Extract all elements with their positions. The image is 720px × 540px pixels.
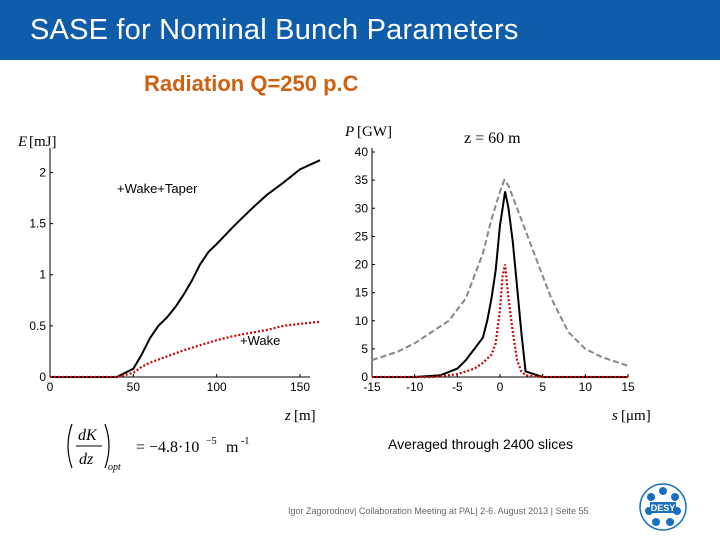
energy-xlabel-unit: [m] [294,408,316,424]
energy-chart: E [mJ] z [m] +Wake+Taper +Wake 0 0.5 1 1.5 2… [17,134,321,424]
energy-x-tick-label: 50 [127,380,141,394]
power-y-tick-label: 30 [355,201,369,215]
slide-subtitle: Radiation Q=250 p.C [144,71,359,96]
energy-y-tick-label: 0.5 [29,319,46,333]
power-ylabel-symbol: P [344,124,354,140]
power-x-tick-label: 0 [497,380,504,394]
formula-exponent: −5 [206,436,217,447]
formula-unit-exponent: -1 [241,436,249,447]
logo-text: DESY [651,503,676,513]
power-y-tick-label: 35 [355,173,369,187]
formula-denominator: dz [79,451,94,468]
power-x-tick-label: 10 [579,380,593,394]
title-bar: SASE for Nominal Bunch Parameters [0,0,720,60]
power-y-tick-label: 10 [355,314,369,328]
formula-subscript: opt [108,462,121,473]
slide-title: SASE for Nominal Bunch Parameters [30,14,519,46]
footer-text: Igor Zagorodnov| Collaboration Meeting a… [288,506,589,516]
formula-rhs: = −4.8·10 [136,439,199,456]
power-series-solid-line [372,191,628,378]
energy-y-tick-label: 1.5 [29,217,46,231]
power-x-tick-label: 15 [621,380,635,394]
power-y-tick-label: 0 [361,370,368,384]
power-x-tick-label: -5 [452,380,463,394]
power-chart: P [GW] z = 60 m s [μm] 0 5 10 15 20 25 30 35 40 -… [344,124,651,424]
power-xlabel-symbol: s [612,408,618,424]
energy-x-tick-label: 0 [47,380,54,394]
formula-right-paren [104,423,110,469]
energy-y-tick-label: 0 [39,370,46,384]
power-x-tick-label: -10 [406,380,424,394]
desy-logo: DESY [639,483,687,531]
energy-ylabel-unit: [mJ] [29,134,57,150]
energy-series-dotted-line [50,320,321,379]
power-series-dotted-line [372,264,628,379]
formula-left-paren [67,423,73,469]
energy-x-tick-label: 100 [207,380,227,394]
power-y-tick-label: 40 [355,145,369,159]
logo-band [650,502,676,513]
power-x-tick-label: -15 [363,380,381,394]
power-y-tick-label: 5 [361,342,368,356]
power-y-tick-label: 15 [355,286,369,300]
energy-ylabel-symbol: E [17,134,27,150]
energy-x-tick-label: 150 [290,380,310,394]
power-y-tick-label: 25 [355,229,369,243]
formula-unit: m [226,439,239,456]
energy-xlabel-symbol: z [284,408,291,424]
power-ylabel-unit: [GW] [357,124,392,140]
power-annotation: z = 60 m [464,130,521,147]
energy-y-tick-label: 1 [39,268,46,282]
power-x-tick-label: 5 [539,380,546,394]
energy-series-solid-line [50,159,321,378]
formula: dK dz opt = −4.8·10 −5 m -1 [67,423,249,473]
annotation-wake: +Wake [240,333,280,348]
power-xlabel-unit: [μm] [621,408,651,424]
power-y-tick-label: 20 [355,258,369,272]
formula-numerator: dK [78,427,98,444]
averaged-note: Averaged through 2400 slices [388,436,573,452]
annotation-wake-taper: +Wake+Taper [117,181,198,196]
energy-y-tick-label: 2 [39,165,46,179]
power-series-dashed-line [371,178,629,367]
